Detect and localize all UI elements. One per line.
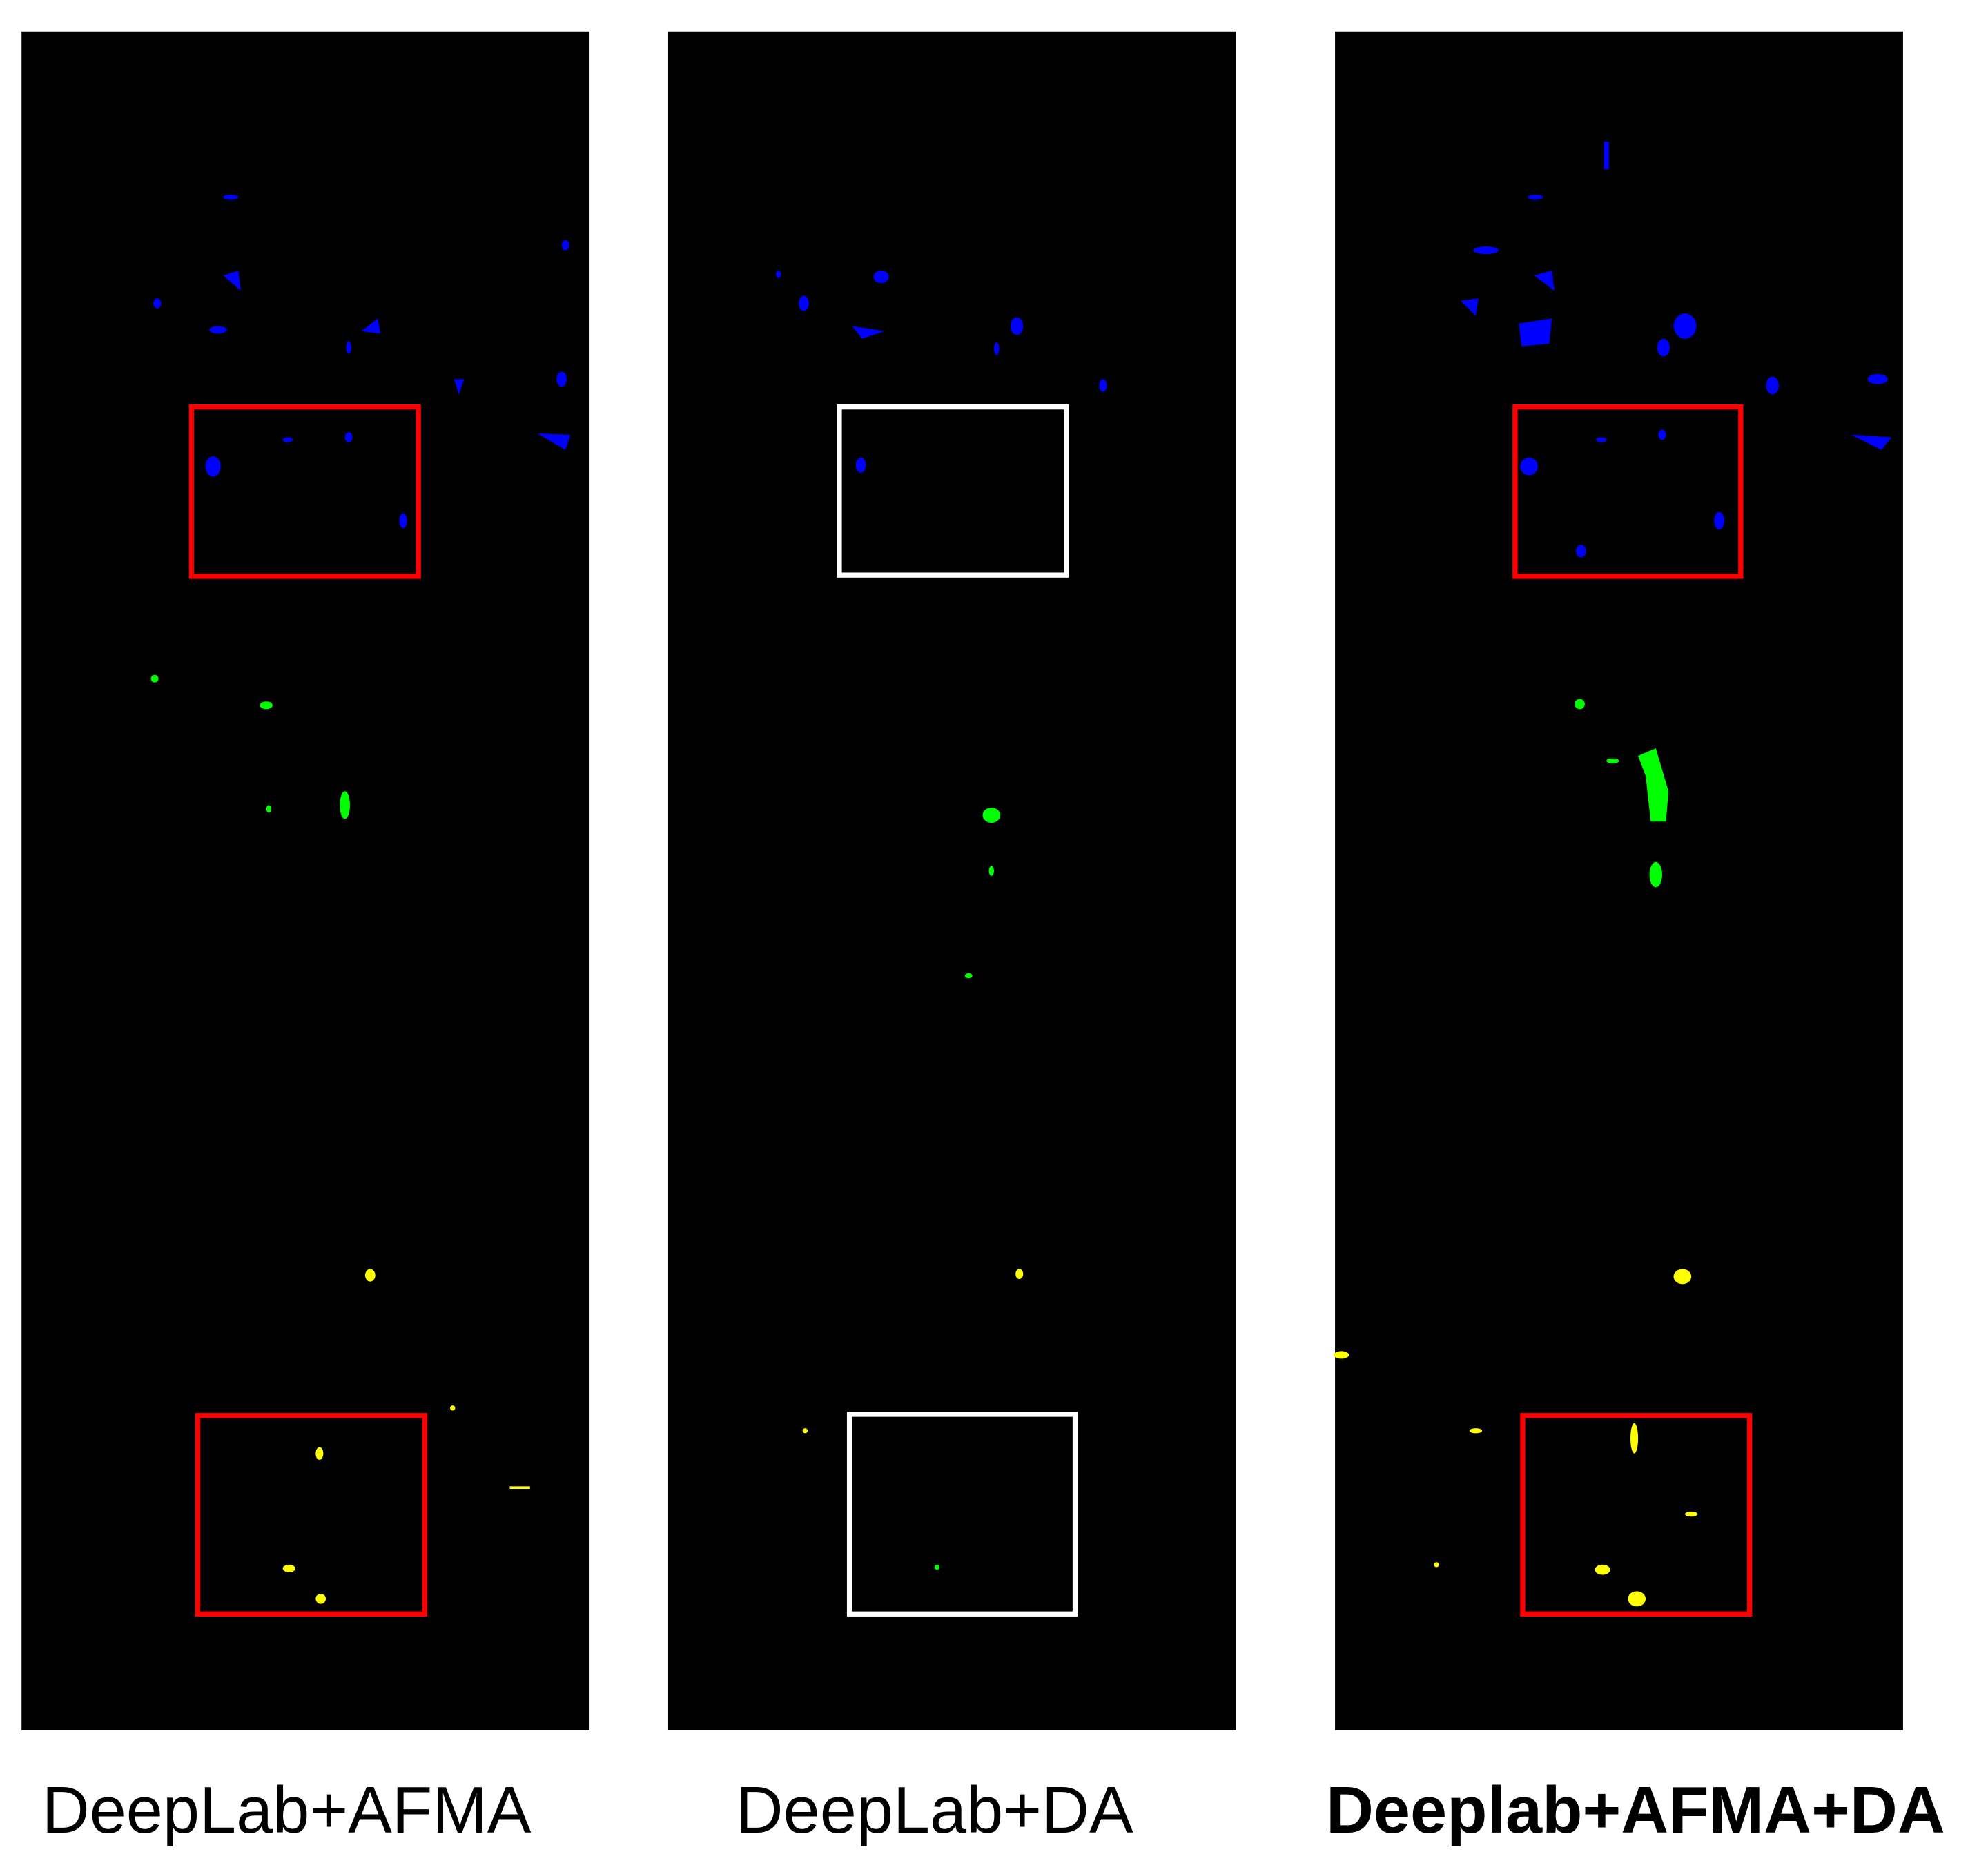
mask-blob xyxy=(346,341,351,354)
mask-blob xyxy=(1520,457,1538,476)
highlight-box xyxy=(1512,404,1744,579)
mask-blob xyxy=(153,298,162,309)
blobs xyxy=(776,270,1107,1570)
mask-blob xyxy=(209,326,227,334)
mask-blob xyxy=(282,1564,295,1572)
mask-blob xyxy=(1657,338,1670,357)
mask-blob xyxy=(1649,861,1662,888)
panel: DeepLab+DA xyxy=(667,31,1236,1847)
highlight-box xyxy=(837,404,1069,578)
mask-blob xyxy=(1867,373,1888,384)
mask-blob xyxy=(266,805,272,813)
mask-blob xyxy=(344,432,353,442)
mask-blob xyxy=(1334,1351,1349,1359)
mask-blob xyxy=(1714,511,1724,530)
mask-blob xyxy=(1010,317,1024,335)
mask-blob xyxy=(1460,298,1479,316)
mask-blob xyxy=(799,295,809,311)
mask-blob xyxy=(223,194,239,200)
mask-blob xyxy=(1519,318,1552,347)
mask-blob xyxy=(1673,1269,1692,1285)
mask-blob xyxy=(855,457,866,473)
mask-blob xyxy=(561,240,569,251)
mask-blob xyxy=(1434,1562,1439,1568)
mask-blob xyxy=(1685,1511,1698,1517)
mask-blob xyxy=(1596,437,1607,442)
mask-blob xyxy=(1658,429,1666,440)
mask-blob xyxy=(537,433,571,450)
mask-blob xyxy=(450,1405,456,1411)
mask-blob xyxy=(1606,758,1619,763)
panel-caption: DeepLab+DA xyxy=(736,1774,1134,1847)
highlight-box xyxy=(188,404,421,579)
mask-blob xyxy=(1851,434,1892,450)
blobs xyxy=(150,194,571,1604)
mask-blob xyxy=(994,342,1000,355)
mask-blob xyxy=(988,866,994,876)
mask-blob xyxy=(1528,194,1543,200)
mask-blob xyxy=(223,270,241,291)
mask-blob xyxy=(509,1486,530,1490)
mask-blob xyxy=(1638,748,1669,822)
mask-blob xyxy=(205,456,221,477)
mask-blob xyxy=(1766,376,1779,395)
mask-blob xyxy=(315,1447,324,1460)
mask-blob xyxy=(934,1564,940,1570)
mask-blob xyxy=(150,674,159,683)
mask-image xyxy=(21,31,590,1730)
mask-blob xyxy=(282,437,293,442)
mask-blob xyxy=(364,1269,376,1282)
mask-blob xyxy=(454,379,465,395)
mask-blob xyxy=(873,270,889,284)
mask-blob xyxy=(1015,1269,1024,1280)
mask-blob xyxy=(1673,313,1697,339)
mask-blob xyxy=(1534,270,1555,291)
mask-blob xyxy=(964,973,973,979)
mask-blob xyxy=(399,513,407,529)
mask-image xyxy=(1335,31,1903,1730)
mask-blob xyxy=(361,318,381,334)
mask-blob xyxy=(982,808,1001,823)
panel: DeepLab+AFMA xyxy=(21,31,590,1847)
mask-blob xyxy=(1575,699,1585,710)
mask-blob xyxy=(1604,142,1609,170)
mask-blob xyxy=(1469,1428,1483,1434)
panel-caption: DeepLab+AFMA xyxy=(42,1774,532,1847)
blobs xyxy=(1334,142,1892,1607)
mask-blob xyxy=(260,701,273,710)
mask-blob xyxy=(340,791,350,819)
panel: Deeplab+AFMA+DA xyxy=(1326,31,1945,1847)
mask-blob xyxy=(1628,1591,1646,1607)
highlight-box xyxy=(195,1413,427,1617)
mask-blob xyxy=(852,326,886,339)
mask-image xyxy=(667,31,1236,1730)
mask-blob xyxy=(802,1428,808,1434)
mask-blob xyxy=(1595,1564,1610,1575)
highlight-box xyxy=(1520,1413,1753,1617)
mask-blob xyxy=(1473,246,1499,255)
mask-blob xyxy=(315,1593,327,1604)
mask-blob xyxy=(556,371,567,387)
mask-blob xyxy=(1576,545,1586,558)
mask-blob xyxy=(1630,1423,1639,1454)
mask-blob xyxy=(776,270,781,278)
mask-blob xyxy=(1099,379,1107,392)
panel-caption: Deeplab+AFMA+DA xyxy=(1326,1774,1945,1847)
highlight-box xyxy=(846,1412,1078,1617)
